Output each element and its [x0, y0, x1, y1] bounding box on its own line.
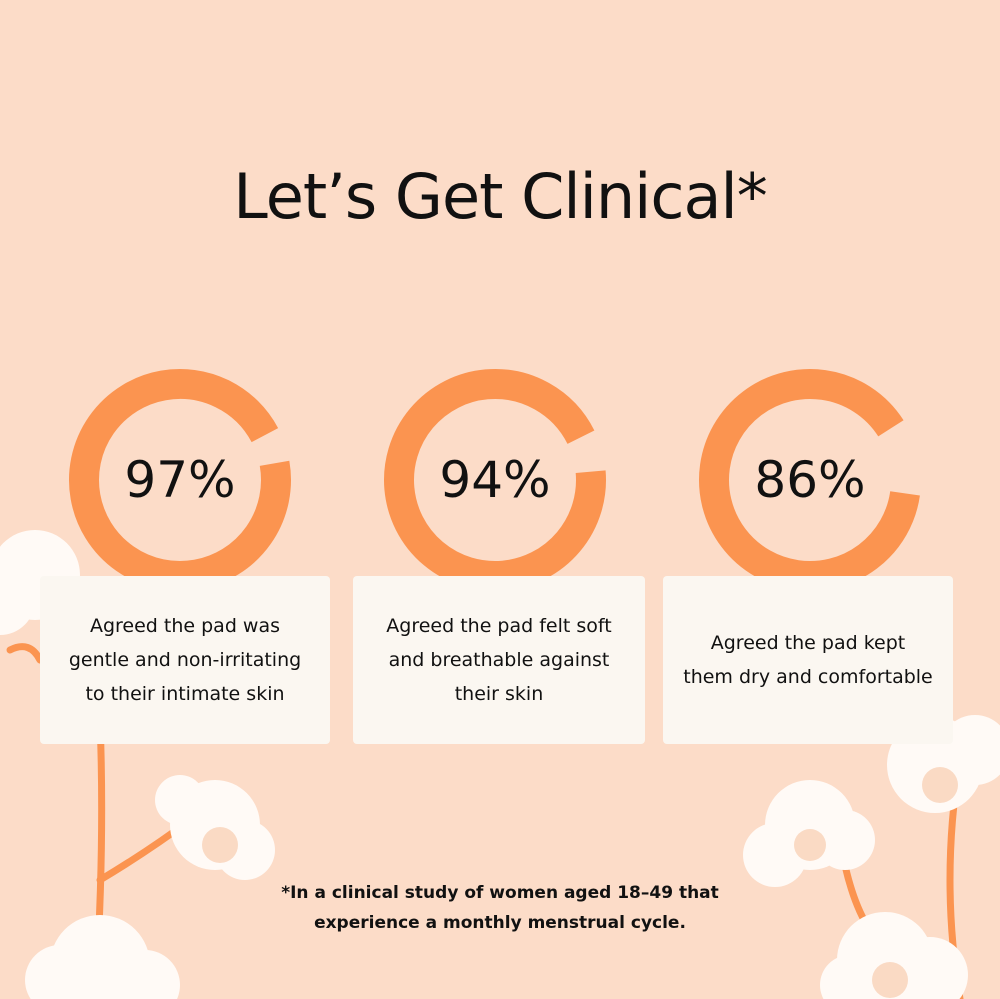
stat-description: Agreed the pad felt soft and breathable …: [386, 615, 612, 705]
stat-card-3: Agreed the pad kept them dry and comfort…: [663, 576, 953, 744]
stat-card-2: Agreed the pad felt soft and breathable …: [353, 576, 645, 744]
footnote: *In a clinical study of women aged 18–49…: [281, 883, 719, 933]
stat-description: Agreed the pad was gentle and non-irrita…: [68, 615, 302, 705]
stat-ring-1: 97%: [65, 365, 295, 595]
stat-ring-3: 86%: [695, 365, 925, 595]
stat-card-1: Agreed the pad was gentle and non-irrita…: [40, 576, 330, 744]
progress-ring: [69, 369, 291, 591]
progress-ring: [384, 369, 606, 591]
stat-value: 97%: [124, 451, 236, 509]
stat-value: 86%: [754, 451, 866, 509]
stat-value: 94%: [439, 451, 551, 509]
progress-ring: [699, 369, 921, 591]
page-title: Let’s Get Clinical*: [233, 160, 767, 233]
stat-description: Agreed the pad kept them dry and comfort…: [683, 632, 933, 688]
stat-ring-2: 94%: [380, 365, 610, 595]
